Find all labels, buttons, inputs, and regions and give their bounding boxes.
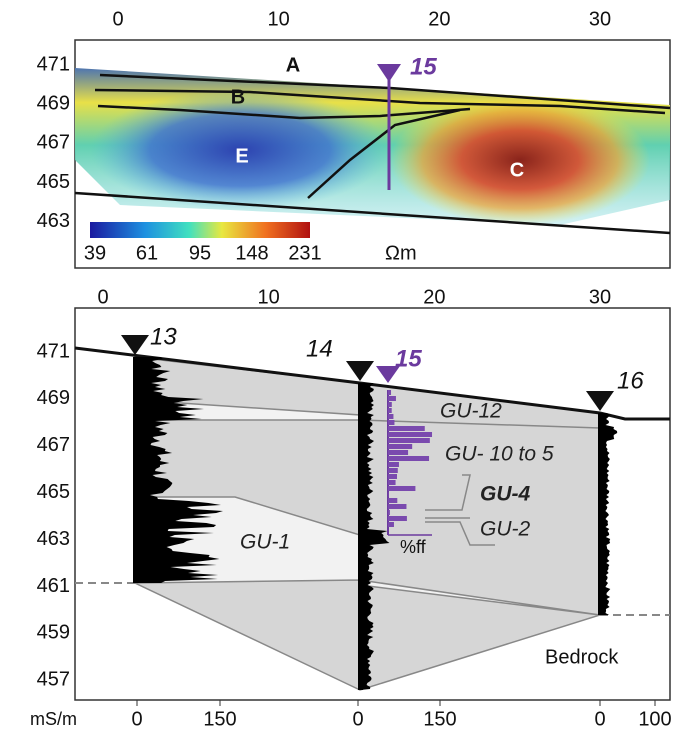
log-tick-label: 0 xyxy=(131,708,142,730)
ff-bar xyxy=(388,474,398,479)
colorbar-tick-label: 61 xyxy=(136,242,158,264)
ff-bar xyxy=(388,492,389,497)
ff-bar xyxy=(388,444,413,449)
y-tick-label: 467 xyxy=(37,132,70,154)
unit-label: GU- 10 to 5 xyxy=(445,443,554,466)
ff-bar xyxy=(388,420,395,425)
unit-label: GU-12 xyxy=(440,400,502,423)
leader-line xyxy=(425,521,495,546)
ff-bar xyxy=(388,456,430,461)
well-marker xyxy=(346,361,374,381)
y-tick-label: 469 xyxy=(37,92,70,114)
x-tick-label: 0 xyxy=(112,8,123,30)
ff-bar xyxy=(388,414,394,419)
ff-bar xyxy=(388,498,398,503)
unit-polygon xyxy=(134,496,601,616)
conductivity-log xyxy=(600,413,618,615)
log-tick-label: 100 xyxy=(638,708,671,730)
colorbar-tick-label: 39 xyxy=(84,242,106,264)
y-tick-label: 463 xyxy=(37,210,70,232)
y-tick-label: 461 xyxy=(37,575,70,597)
well-label: 15 xyxy=(395,345,422,372)
y-tick-label: 459 xyxy=(37,622,70,644)
y-tick-label: 457 xyxy=(37,669,70,691)
x-tick-label: 10 xyxy=(258,286,280,308)
well-label: 16 xyxy=(617,367,644,394)
well-marker xyxy=(586,391,614,411)
log-tick-label: 0 xyxy=(594,708,605,730)
y-tick-label: 463 xyxy=(37,528,70,550)
x-tick-label: 30 xyxy=(589,8,611,30)
well-marker xyxy=(377,64,401,82)
log-tick-label: 150 xyxy=(423,708,456,730)
colorbar-tick-label: 148 xyxy=(235,242,268,264)
y-tick-label: 471 xyxy=(37,53,70,75)
unit-label: B xyxy=(231,86,245,108)
ff-bar xyxy=(388,438,430,443)
well-marker xyxy=(376,366,400,383)
colorbar-unit: Ωm xyxy=(385,242,417,264)
unit-label: GU-4 xyxy=(480,483,530,506)
leader-line xyxy=(425,474,471,511)
ff-bar xyxy=(388,396,396,401)
log-core xyxy=(133,357,138,583)
conductivity-log xyxy=(135,357,223,583)
log-core xyxy=(598,413,603,615)
y-tick-label: 465 xyxy=(37,481,70,503)
ff-bar xyxy=(388,468,398,473)
colorbar-tick-label: 95 xyxy=(189,242,211,264)
log-tick-label: 150 xyxy=(203,708,236,730)
ff-bar xyxy=(388,402,392,407)
bedrock-label: Bedrock xyxy=(545,646,619,668)
conductivity-log xyxy=(360,383,390,690)
colorbar-tick-label: 231 xyxy=(288,242,321,264)
x-tick-label: 30 xyxy=(589,286,611,308)
unit-label: A xyxy=(286,54,300,76)
x-tick-label: 20 xyxy=(423,286,445,308)
unit-label: C xyxy=(510,159,524,181)
y-tick-label: 465 xyxy=(37,171,70,193)
bedrock-line xyxy=(74,191,671,235)
y-tick-label: 469 xyxy=(37,387,70,409)
ff-bar xyxy=(388,462,399,467)
unit-label: GU-1 xyxy=(240,531,290,554)
ff-label: %ff xyxy=(400,537,427,557)
boundary-c xyxy=(97,104,471,120)
x-tick-label: 20 xyxy=(428,8,450,30)
log-tick-label: 0 xyxy=(352,708,363,730)
fault-line xyxy=(307,108,461,199)
well-marker xyxy=(121,335,149,355)
x-tick-label: 10 xyxy=(268,8,290,30)
ff-bar xyxy=(388,390,392,395)
ff-bar xyxy=(388,516,407,521)
ff-bar xyxy=(388,426,425,431)
boundary-b xyxy=(94,88,666,115)
well-label: 15 xyxy=(410,53,437,80)
ff-bar xyxy=(388,486,416,491)
unit-boundary xyxy=(359,419,601,429)
logs xyxy=(133,357,618,690)
log-unit: mS/m xyxy=(30,709,77,729)
unit-label: GU-2 xyxy=(480,518,530,541)
y-tick-label: 471 xyxy=(37,340,70,362)
unit-label: E xyxy=(235,145,248,167)
colorbar xyxy=(90,222,310,238)
y-tick-label: 467 xyxy=(37,434,70,456)
well-label: 13 xyxy=(150,323,177,350)
x-tick-label: 0 xyxy=(97,286,108,308)
ff-bar xyxy=(388,510,390,515)
well-label: 14 xyxy=(306,335,333,362)
ff-bar xyxy=(388,522,394,527)
ff-bar xyxy=(388,408,392,413)
ff-bar xyxy=(388,504,407,509)
ff-bar xyxy=(388,450,409,455)
log-core xyxy=(358,383,363,690)
ff-bar xyxy=(388,432,433,437)
ff-bar xyxy=(388,480,396,485)
